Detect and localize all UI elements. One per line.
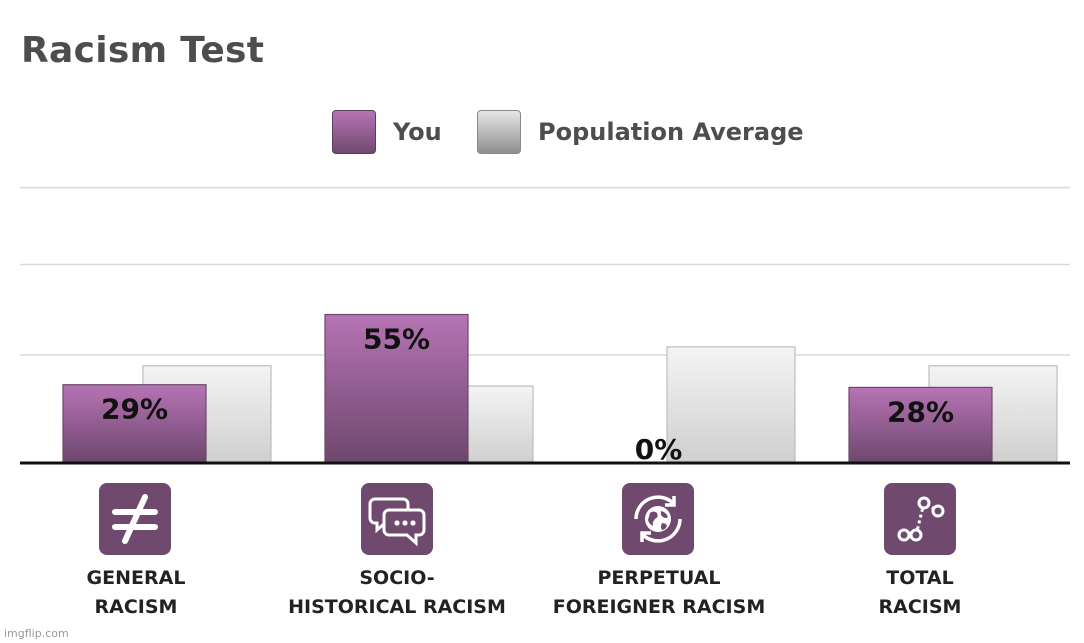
category-label-line: GENERAL <box>86 567 186 589</box>
chart-title: Racism Test <box>21 30 265 71</box>
legend: You Population Average <box>0 110 1084 156</box>
category-label-perpetual-foreigner-racism: PERPETUAL FOREIGNER RACISM <box>529 564 789 622</box>
not-equal-icon <box>99 483 171 555</box>
data-label-you: 0% <box>635 433 683 466</box>
bar-you <box>848 386 993 464</box>
legend-item-population-average: Population Average <box>477 110 804 154</box>
category-label-line: TOTAL <box>886 567 954 589</box>
category-label-line: PERPETUAL <box>597 567 721 589</box>
category-label-line: HISTORICAL RACISM <box>288 596 506 618</box>
data-label-you: 55% <box>363 323 430 356</box>
data-label-you: 28% <box>887 395 954 428</box>
category-label-general-racism: GENERAL RACISM <box>6 564 266 622</box>
category-label-line: FOREIGNER RACISM <box>552 596 766 618</box>
legend-swatch-population-average <box>477 110 521 154</box>
legend-label-population-average: Population Average <box>538 118 804 146</box>
bar-you <box>62 384 207 464</box>
globe-rotate-icon <box>622 483 694 555</box>
graph-line-icon <box>884 483 956 555</box>
legend-item-you: You <box>332 110 442 154</box>
category-label-line: RACISM <box>94 596 178 618</box>
category-label-line: RACISM <box>878 596 962 618</box>
category-label-total-racism: TOTAL RACISM <box>790 564 1050 622</box>
chat-bubbles-icon <box>361 483 433 555</box>
category-label-line: SOCIO- <box>359 567 435 589</box>
legend-swatch-you <box>332 110 376 154</box>
data-label-you: 29% <box>101 393 168 426</box>
watermark: imgflip.com <box>4 627 69 640</box>
bar-you <box>324 313 469 464</box>
legend-label-you: You <box>393 118 442 146</box>
category-label-socio-historical-racism: SOCIO- HISTORICAL RACISM <box>267 564 527 622</box>
bar-population-average <box>666 346 796 464</box>
